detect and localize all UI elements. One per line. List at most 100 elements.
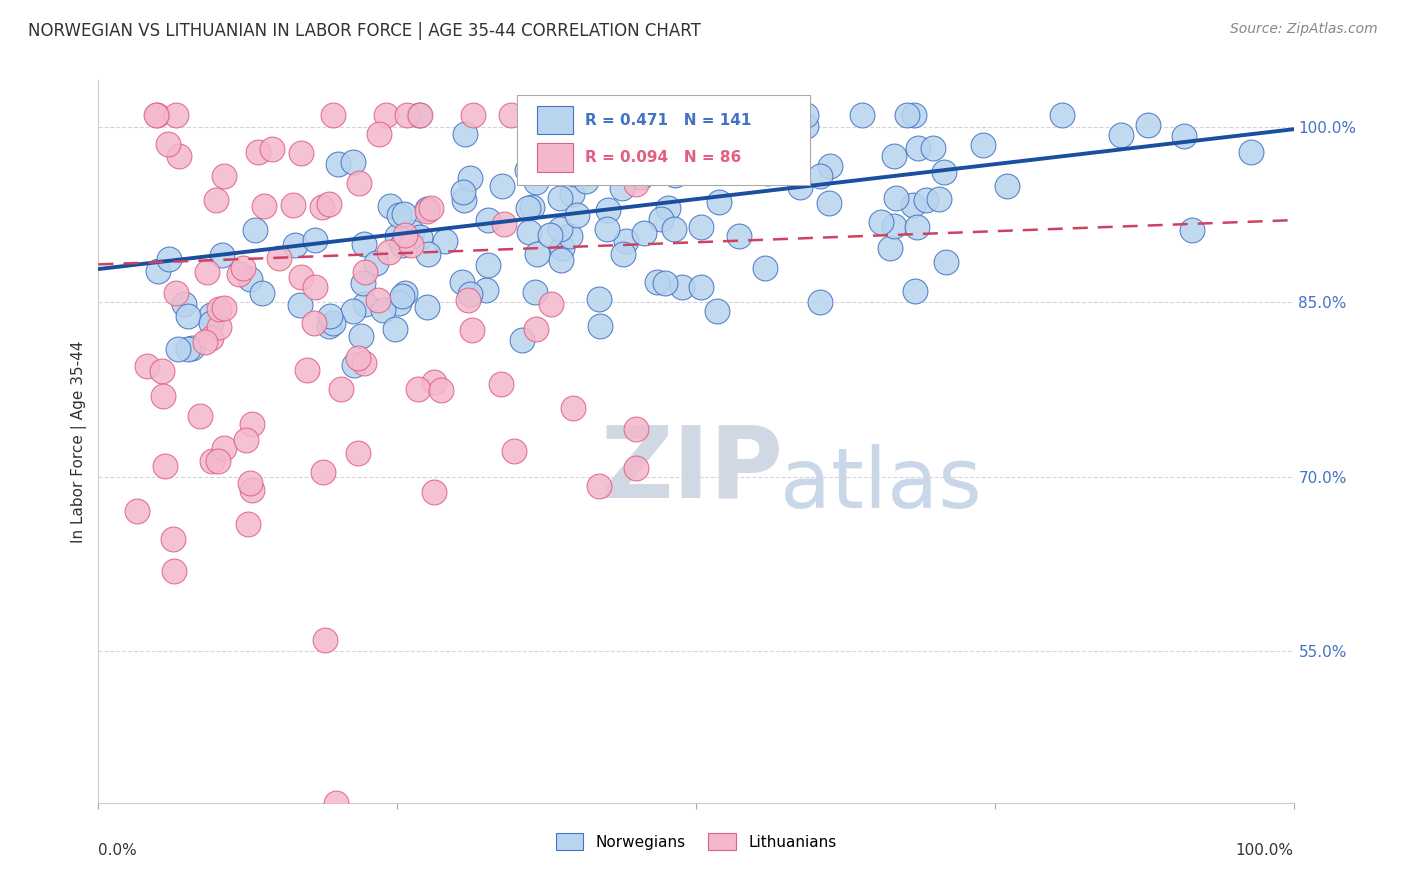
- Norwegians: [657, 202, 679, 216]
- Lithuanians: [325, 796, 347, 810]
- Norwegians: [474, 283, 496, 297]
- Lithuanians: [502, 444, 524, 458]
- Norwegians: [524, 285, 547, 300]
- Norwegians: [550, 253, 572, 268]
- Lithuanians: [430, 383, 453, 397]
- Text: 100.0%: 100.0%: [1236, 843, 1294, 857]
- Norwegians: [1240, 145, 1263, 160]
- Lithuanians: [423, 375, 446, 389]
- Norwegians: [662, 132, 685, 146]
- Text: 0.0%: 0.0%: [98, 843, 138, 857]
- Lithuanians: [368, 127, 391, 141]
- Lithuanians: [416, 203, 439, 218]
- Norwegians: [755, 166, 778, 180]
- Norwegians: [664, 168, 686, 182]
- Lithuanians: [626, 461, 648, 475]
- Norwegians: [319, 310, 342, 324]
- Norwegians: [517, 225, 540, 239]
- Y-axis label: In Labor Force | Age 35-44: In Labor Force | Age 35-44: [72, 341, 87, 542]
- Norwegians: [491, 179, 513, 194]
- Lithuanians: [153, 458, 176, 473]
- Norwegians: [239, 272, 262, 286]
- Lithuanians: [304, 316, 326, 330]
- Lithuanians: [378, 245, 401, 260]
- Norwegians: [538, 144, 561, 158]
- Lithuanians: [401, 238, 423, 252]
- Lithuanians: [194, 335, 217, 350]
- Norwegians: [416, 202, 439, 216]
- Lithuanians: [125, 503, 148, 517]
- Norwegians: [408, 108, 430, 122]
- Norwegians: [527, 165, 550, 179]
- Norwegians: [869, 214, 891, 228]
- Norwegians: [318, 318, 340, 333]
- Norwegians: [458, 170, 481, 185]
- Norwegians: [176, 310, 198, 324]
- Lithuanians: [214, 169, 236, 183]
- Norwegians: [451, 275, 474, 289]
- Lithuanians: [347, 446, 370, 460]
- Lithuanians: [330, 383, 353, 397]
- Norwegians: [808, 169, 831, 183]
- Lithuanians: [562, 401, 585, 415]
- Lithuanians: [232, 261, 254, 276]
- Lithuanians: [457, 293, 479, 308]
- Norwegians: [433, 234, 456, 248]
- Lithuanians: [150, 364, 173, 378]
- Norwegians: [408, 230, 430, 244]
- Norwegians: [765, 135, 787, 149]
- Lithuanians: [208, 301, 231, 316]
- Norwegians: [394, 207, 416, 221]
- Lithuanians: [598, 108, 620, 122]
- Lithuanians: [235, 433, 257, 447]
- Norwegians: [567, 208, 589, 222]
- Norwegians: [934, 165, 956, 179]
- Norwegians: [689, 219, 711, 234]
- Norwegians: [284, 238, 307, 252]
- Norwegians: [384, 322, 406, 336]
- Norwegians: [706, 304, 728, 318]
- Norwegians: [886, 191, 908, 205]
- Norwegians: [596, 221, 619, 235]
- Norwegians: [548, 221, 571, 235]
- Lithuanians: [290, 270, 312, 285]
- Norwegians: [510, 334, 533, 348]
- Lithuanians: [212, 301, 235, 316]
- Lithuanians: [353, 356, 375, 370]
- Norwegians: [418, 246, 440, 260]
- Norwegians: [520, 200, 543, 214]
- Norwegians: [817, 196, 839, 211]
- Norwegians: [371, 302, 394, 317]
- Norwegians: [304, 233, 326, 247]
- Norwegians: [616, 234, 638, 248]
- Lithuanians: [491, 377, 513, 392]
- Norwegians: [173, 297, 195, 311]
- Norwegians: [704, 151, 727, 165]
- Norwegians: [477, 212, 499, 227]
- Norwegians: [972, 138, 994, 153]
- Norwegians: [342, 154, 364, 169]
- Norwegians: [896, 108, 918, 122]
- Norwegians: [1052, 108, 1074, 122]
- Lithuanians: [195, 265, 218, 279]
- Norwegians: [789, 180, 811, 194]
- Norwegians: [352, 276, 374, 290]
- Lithuanians: [239, 476, 262, 491]
- Norwegians: [177, 343, 200, 357]
- Norwegians: [633, 140, 655, 154]
- Norwegians: [453, 193, 475, 207]
- Norwegians: [735, 125, 758, 139]
- Lithuanians: [304, 280, 326, 294]
- Norwegians: [343, 359, 366, 373]
- Lithuanians: [588, 479, 610, 493]
- Norwegians: [157, 252, 180, 267]
- Norwegians: [915, 194, 938, 208]
- Lithuanians: [162, 532, 184, 546]
- Norwegians: [391, 238, 413, 252]
- Lithuanians: [311, 200, 333, 214]
- Lithuanians: [246, 145, 269, 159]
- Lithuanians: [312, 466, 335, 480]
- Norwegians: [354, 296, 377, 310]
- Norwegians: [516, 163, 538, 178]
- Text: ZIP: ZIP: [600, 422, 783, 519]
